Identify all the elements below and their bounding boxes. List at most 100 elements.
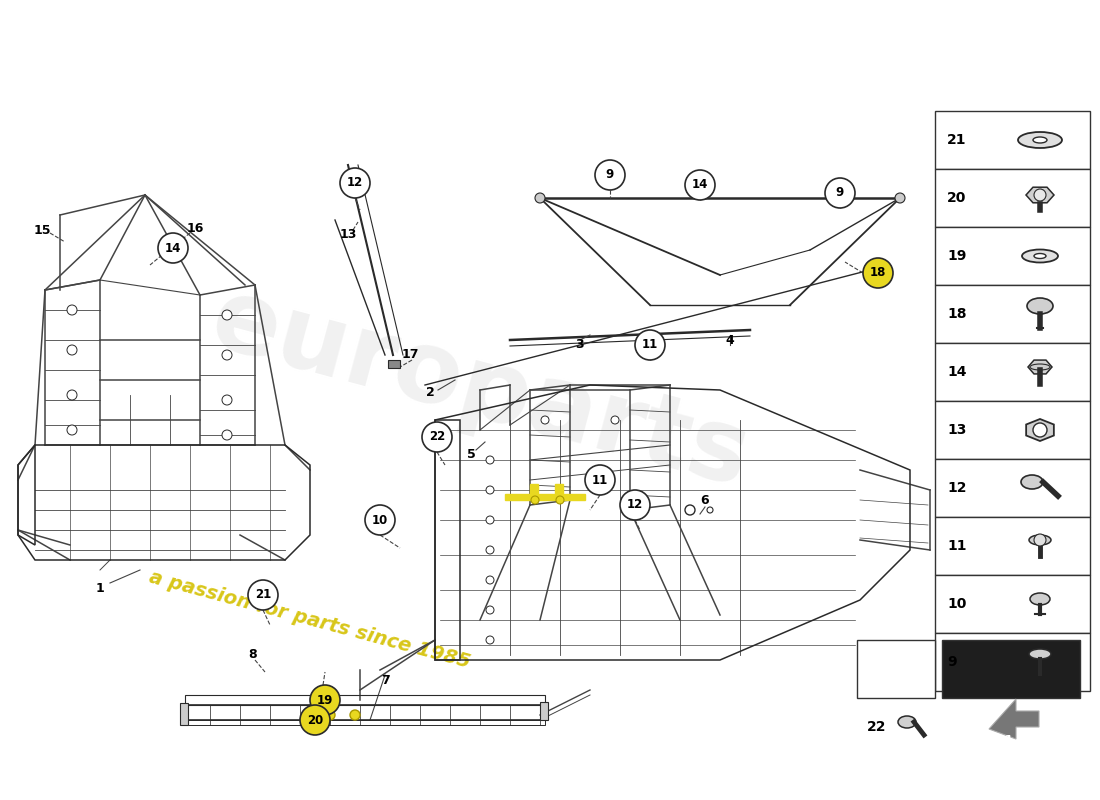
Circle shape xyxy=(222,350,232,360)
Text: europarts: europarts xyxy=(200,272,759,508)
Circle shape xyxy=(620,490,650,520)
Text: 18: 18 xyxy=(947,307,967,321)
Text: 7: 7 xyxy=(381,674,389,686)
Text: 17: 17 xyxy=(402,349,419,362)
Circle shape xyxy=(685,170,715,200)
Text: 14: 14 xyxy=(947,365,967,379)
Circle shape xyxy=(222,430,232,440)
Bar xyxy=(935,169,1090,227)
Bar xyxy=(935,227,1090,285)
Circle shape xyxy=(486,486,494,494)
Bar xyxy=(935,575,1090,633)
Ellipse shape xyxy=(1022,250,1058,262)
Text: 2: 2 xyxy=(426,386,434,399)
Circle shape xyxy=(1034,189,1046,201)
Bar xyxy=(180,703,188,725)
Circle shape xyxy=(486,576,494,584)
Bar xyxy=(935,459,1090,517)
Circle shape xyxy=(67,390,77,400)
Bar xyxy=(185,705,544,720)
Circle shape xyxy=(67,425,77,435)
Polygon shape xyxy=(1026,187,1054,202)
Circle shape xyxy=(707,507,713,513)
Bar xyxy=(857,640,935,698)
Polygon shape xyxy=(388,360,400,368)
Text: 18: 18 xyxy=(870,266,887,279)
Circle shape xyxy=(486,636,494,644)
Bar xyxy=(935,517,1090,575)
Circle shape xyxy=(67,345,77,355)
Bar xyxy=(935,111,1090,169)
Text: 701 03: 701 03 xyxy=(987,734,1035,747)
Circle shape xyxy=(486,546,494,554)
Polygon shape xyxy=(1026,419,1054,441)
Text: 11: 11 xyxy=(592,474,608,486)
Text: 5: 5 xyxy=(466,449,475,462)
Bar xyxy=(935,343,1090,401)
Polygon shape xyxy=(1028,360,1052,374)
Bar xyxy=(530,484,538,498)
Text: 20: 20 xyxy=(307,714,323,726)
Circle shape xyxy=(535,193,544,203)
Ellipse shape xyxy=(1028,649,1050,659)
Circle shape xyxy=(635,330,666,360)
Text: 6: 6 xyxy=(701,494,710,506)
Text: 13: 13 xyxy=(947,423,967,437)
Bar xyxy=(556,484,563,498)
Bar xyxy=(942,640,1080,698)
Bar xyxy=(935,401,1090,459)
Circle shape xyxy=(310,685,340,715)
Text: 13: 13 xyxy=(339,229,356,242)
Circle shape xyxy=(222,310,232,320)
Circle shape xyxy=(895,193,905,203)
Circle shape xyxy=(864,258,893,288)
Text: 14: 14 xyxy=(692,178,708,191)
Circle shape xyxy=(324,710,336,720)
Circle shape xyxy=(422,422,452,452)
Text: 10: 10 xyxy=(372,514,388,526)
Text: 11: 11 xyxy=(947,539,967,553)
Circle shape xyxy=(595,160,625,190)
Text: 15: 15 xyxy=(33,223,51,237)
Text: 12: 12 xyxy=(346,177,363,190)
Ellipse shape xyxy=(1028,535,1050,545)
Ellipse shape xyxy=(1030,364,1050,370)
Circle shape xyxy=(541,416,549,424)
Circle shape xyxy=(365,505,395,535)
Text: 9: 9 xyxy=(947,655,957,669)
Ellipse shape xyxy=(1030,593,1050,605)
Circle shape xyxy=(486,456,494,464)
Circle shape xyxy=(67,305,77,315)
Bar xyxy=(185,695,544,705)
Text: 1: 1 xyxy=(96,582,104,594)
Text: 21: 21 xyxy=(947,133,967,147)
Ellipse shape xyxy=(1033,137,1047,143)
Text: 4: 4 xyxy=(726,334,735,346)
Text: 9: 9 xyxy=(606,169,614,182)
Text: 14: 14 xyxy=(165,242,182,254)
Circle shape xyxy=(486,606,494,614)
Text: 12: 12 xyxy=(627,498,644,511)
Text: 11: 11 xyxy=(642,338,658,351)
Text: 20: 20 xyxy=(947,191,967,205)
Circle shape xyxy=(1034,534,1046,546)
Text: 12: 12 xyxy=(947,481,967,495)
Circle shape xyxy=(556,496,564,504)
Circle shape xyxy=(585,465,615,495)
Text: 21: 21 xyxy=(255,589,271,602)
Circle shape xyxy=(300,705,330,735)
Circle shape xyxy=(1033,423,1047,437)
Ellipse shape xyxy=(1018,132,1062,148)
Circle shape xyxy=(610,416,619,424)
Circle shape xyxy=(350,710,360,720)
Bar xyxy=(185,720,544,725)
Ellipse shape xyxy=(1027,298,1053,314)
Circle shape xyxy=(158,233,188,263)
Circle shape xyxy=(222,395,232,405)
Circle shape xyxy=(486,516,494,524)
Bar xyxy=(935,285,1090,343)
Text: 19: 19 xyxy=(317,694,333,706)
Circle shape xyxy=(248,580,278,610)
Text: 3: 3 xyxy=(575,338,584,351)
Circle shape xyxy=(340,168,370,198)
